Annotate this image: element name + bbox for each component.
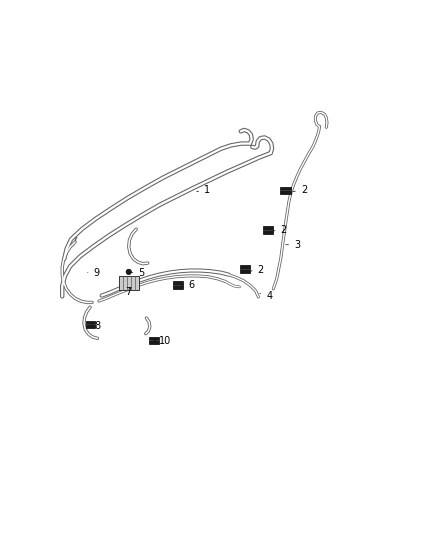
Text: 8: 8	[92, 321, 101, 331]
Text: 7: 7	[125, 287, 131, 297]
Bar	[240, 265, 250, 273]
Text: 5: 5	[131, 268, 145, 278]
Bar	[173, 281, 184, 288]
Text: 3: 3	[286, 240, 300, 250]
Text: 9: 9	[88, 268, 99, 278]
Bar	[86, 321, 95, 328]
Circle shape	[126, 269, 131, 274]
Bar	[280, 187, 291, 194]
Text: 6: 6	[182, 280, 195, 290]
Text: 10: 10	[155, 336, 171, 346]
Text: 4: 4	[260, 290, 272, 301]
Bar	[263, 226, 273, 233]
Bar	[149, 337, 159, 344]
Text: 1: 1	[197, 185, 210, 196]
Bar	[119, 276, 139, 289]
Text: 2: 2	[273, 225, 287, 235]
Text: 2: 2	[293, 185, 307, 195]
Text: 2: 2	[251, 265, 264, 275]
